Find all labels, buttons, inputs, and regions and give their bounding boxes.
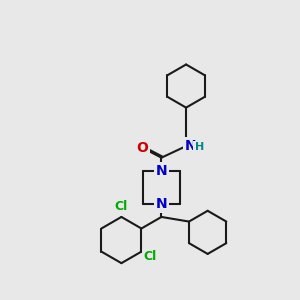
Text: N: N [185, 139, 197, 153]
Text: Cl: Cl [115, 200, 128, 213]
Text: Cl: Cl [144, 250, 157, 263]
Text: H: H [195, 142, 204, 152]
Text: N: N [156, 164, 167, 178]
Text: O: O [136, 141, 148, 155]
Text: N: N [156, 197, 167, 211]
